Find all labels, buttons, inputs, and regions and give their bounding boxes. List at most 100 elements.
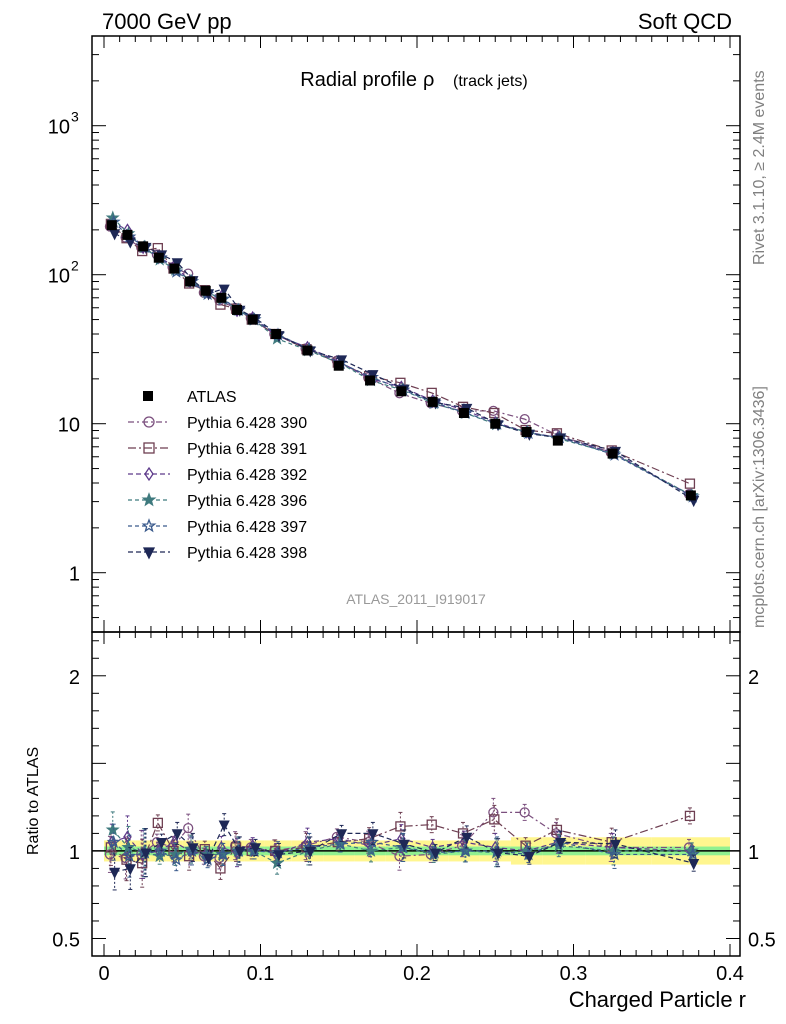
ratio-y-tick-label-right: 1 <box>748 842 759 864</box>
ratio-point <box>336 829 348 841</box>
rivet-version-note: Rivet 3.1.10, ≥ 2.4M events <box>751 70 768 265</box>
legend: ATLAS Pythia 6.428 390 Pythia 6.428 391 Pyt… <box>128 389 307 562</box>
series-line <box>112 217 693 496</box>
data-point <box>684 478 696 489</box>
legend-marker <box>143 442 155 454</box>
ratio-point <box>249 843 262 855</box>
ratio-series-line <box>114 823 694 873</box>
legend-marker <box>141 518 157 533</box>
ratio-point <box>367 829 379 841</box>
legend-marker <box>144 466 154 482</box>
ratio-point <box>156 838 168 850</box>
category-label: Soft QCD <box>638 9 732 34</box>
ratio-point <box>171 829 183 841</box>
ratio-y-tick-label: 1 <box>69 842 80 864</box>
ratio-point <box>169 852 184 866</box>
ratio-point <box>140 848 152 860</box>
atlas-data-point <box>607 448 618 459</box>
legend-label: Pythia 6.428 398 <box>187 545 307 562</box>
data-point <box>367 370 379 382</box>
atlas-data-point <box>169 263 180 274</box>
data-point <box>488 405 499 416</box>
legend-label: Pythia 6.428 397 <box>187 519 307 536</box>
ratio-point <box>492 848 504 860</box>
ratio-y-tick-label-right: 2 <box>748 667 759 689</box>
ratio-series-line <box>109 811 689 859</box>
ratio-point <box>187 843 199 855</box>
atlas-data-point <box>490 418 501 429</box>
atlas-data-point <box>247 314 258 325</box>
data-point <box>171 258 183 270</box>
ratio-y-axis-label: Ratio to ATLAS <box>25 747 42 855</box>
y-tick-label: 10 <box>48 266 70 288</box>
ratio-point <box>396 840 411 854</box>
data-point <box>218 284 230 296</box>
ratio-point <box>124 864 136 876</box>
y-tick-exponent: 3 <box>71 109 79 125</box>
data-point <box>336 355 348 367</box>
collision-label: 7000 GeV pp <box>102 9 232 34</box>
x-tick-label: 0.4 <box>716 963 744 985</box>
ratio-point <box>607 847 622 861</box>
ratio-point <box>247 843 262 857</box>
data-point <box>519 413 530 425</box>
ratio-point <box>426 819 437 830</box>
ratio-point <box>183 823 194 834</box>
chart-title-symbol: ρ <box>423 69 434 91</box>
ratio-point <box>684 810 696 822</box>
mcplots-note: mcplots.cern.ch [arXiv:1306.3436] <box>751 386 768 628</box>
atlas-data-point <box>396 386 407 397</box>
ratio-point <box>273 850 285 862</box>
ratio-point <box>202 853 215 865</box>
legend-label: Pythia 6.428 392 <box>187 467 307 484</box>
ratio-point <box>395 821 406 832</box>
ratio-series-line <box>112 829 692 864</box>
ratio-y-tick-label: 2 <box>69 667 80 689</box>
ratio-point <box>333 836 348 850</box>
ratio-point <box>461 832 473 844</box>
ratio-point <box>152 817 163 829</box>
ratio-point <box>519 807 530 818</box>
x-tick-label: 0.3 <box>560 963 588 985</box>
x-tick-labels: 0 0.1 0.2 0.3 0.4 <box>98 963 743 985</box>
atlas-data-point <box>302 345 313 356</box>
atlas-data-point <box>232 304 243 315</box>
y-tick-exponent: 2 <box>71 258 79 274</box>
ratio-point <box>153 843 168 857</box>
x-tick-label: 0.1 <box>247 963 275 985</box>
ratio-point <box>523 852 535 864</box>
ratio-point <box>458 843 473 857</box>
ratio-point <box>489 814 500 825</box>
ratio-point <box>215 863 226 874</box>
ratio-point <box>122 848 137 863</box>
x-tick-label: 0 <box>98 963 109 985</box>
ratio-series-line <box>111 836 691 856</box>
atlas-data-point <box>685 490 696 501</box>
main-plot-area <box>104 210 700 508</box>
ratio-point <box>121 840 136 854</box>
ratio-frame <box>91 631 741 957</box>
ratio-point <box>218 820 230 832</box>
ratio-point <box>234 846 246 858</box>
ratio-point <box>609 839 621 851</box>
ratio-point <box>550 828 562 839</box>
ratio-y-tick-label: 0.5 <box>52 929 80 951</box>
ratio-point <box>106 834 121 849</box>
y-tick-label: 10 <box>58 415 80 437</box>
ratio-y-tick-label-right: 0.5 <box>748 929 776 951</box>
chart-title-suffix: (track jets) <box>453 73 528 90</box>
atlas-data-point <box>427 396 438 407</box>
atlas-data-point <box>138 241 149 252</box>
legend-marker <box>141 492 157 507</box>
y-tick-label: 1 <box>69 564 80 586</box>
ratio-point <box>688 859 700 871</box>
legend-marker-atlas <box>143 391 153 401</box>
ratio-panel: 2 2 1 1 0.5 0.5 Ratio to ATLAS <box>25 631 776 957</box>
ratio-point <box>105 822 120 836</box>
atlas-data-point <box>552 435 563 446</box>
atlas-data-point <box>200 285 211 296</box>
analysis-id: ATLAS_2011_I919017 <box>346 591 486 607</box>
